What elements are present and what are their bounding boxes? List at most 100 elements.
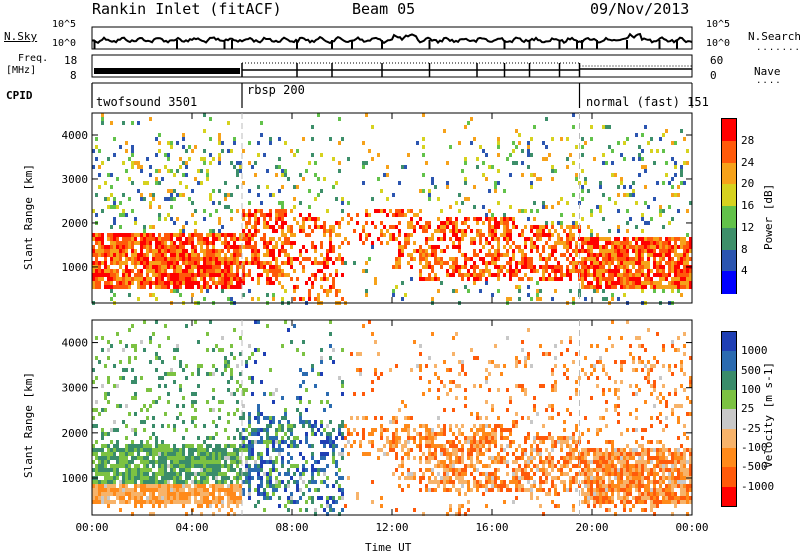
ytick-label-0-2: 3000 [62, 173, 89, 186]
heatmap-cell [218, 133, 221, 137]
heatmap-cell [503, 364, 506, 368]
heatmap-cell [272, 484, 275, 488]
heatmap-cell [590, 488, 593, 492]
freq-label-line1: Freq. [18, 53, 49, 64]
heatmap-cell [323, 456, 326, 460]
heatmap-cell [212, 157, 215, 161]
heatmap-cell [635, 133, 638, 137]
heatmap-cell [239, 432, 242, 436]
heatmap-cell [332, 185, 335, 189]
heatmap-cell [239, 336, 242, 340]
heatmap-cell [575, 480, 578, 484]
heatmap-cell [107, 484, 110, 488]
heatmap-cell [329, 285, 332, 289]
heatmap-cell [158, 261, 161, 265]
heatmap-cell [209, 197, 212, 201]
heatmap-cell [92, 209, 95, 213]
heatmap-cell [521, 384, 524, 388]
heatmap-cell [626, 137, 629, 141]
heatmap-cell [524, 257, 527, 261]
heatmap-cell [299, 173, 302, 177]
heatmap-cell [272, 193, 275, 197]
heatmap-cell [446, 245, 449, 249]
heatmap-cell [437, 376, 440, 380]
heatmap-cell [629, 285, 632, 289]
heatmap-cell [134, 472, 137, 476]
heatmap-cell [425, 221, 428, 225]
heatmap-cell [185, 464, 188, 468]
heatmap-cell [461, 233, 464, 237]
heatmap-cell [644, 125, 647, 129]
heatmap-cell [452, 245, 455, 249]
heatmap-cell [548, 277, 551, 281]
heatmap-cell [341, 217, 344, 221]
heatmap-cell [539, 289, 542, 293]
heatmap-cell [299, 476, 302, 480]
heatmap-cell [107, 245, 110, 249]
heatmap-cell [467, 277, 470, 281]
heatmap-cell [668, 237, 671, 241]
heatmap-cell [686, 269, 689, 273]
heatmap-cell [152, 416, 155, 420]
heatmap-cell [317, 261, 320, 265]
heatmap-cell [395, 261, 398, 265]
heatmap-cell [425, 237, 428, 241]
heatmap-cell [182, 420, 185, 424]
heatmap-cell [152, 249, 155, 253]
heatmap-cell [107, 448, 110, 452]
heatmap-cell [191, 273, 194, 277]
heatmap-cell [284, 488, 287, 492]
heatmap-cell [320, 372, 323, 376]
heatmap-cell [122, 121, 125, 125]
heatmap-cell [428, 245, 431, 249]
heatmap-cell [317, 372, 320, 376]
heatmap-cell [497, 249, 500, 253]
heatmap-cell [266, 213, 269, 217]
heatmap-cell [530, 444, 533, 448]
heatmap-cell [284, 432, 287, 436]
heatmap-cell [425, 253, 428, 257]
heatmap-cell [416, 444, 419, 448]
heatmap-cell [269, 225, 272, 229]
heatmap-cell [503, 189, 506, 193]
heatmap-cell [491, 237, 494, 241]
heatmap-cell [575, 249, 578, 253]
heatmap-cell [503, 245, 506, 249]
heatmap-cell [584, 141, 587, 145]
heatmap-cell [494, 476, 497, 480]
heatmap-cell [203, 484, 206, 488]
heatmap-cell [347, 201, 350, 205]
heatmap-cell [269, 141, 272, 145]
heatmap-cell [329, 444, 332, 448]
heatmap-cell [611, 297, 614, 301]
heatmap-cell [278, 273, 281, 277]
heatmap-cell [656, 253, 659, 257]
heatmap-cell [278, 480, 281, 484]
heatmap-cell [590, 233, 593, 237]
heatmap-cell [581, 185, 584, 189]
heatmap-cell [152, 261, 155, 265]
heatmap-cell [404, 245, 407, 249]
heatmap-cell [443, 221, 446, 225]
heatmap-cell [329, 404, 332, 408]
heatmap-cell [143, 237, 146, 241]
heatmap-cell [236, 460, 239, 464]
heatmap-cell [329, 420, 332, 424]
heatmap-cell [392, 293, 395, 297]
heatmap-cell [542, 277, 545, 281]
heatmap-cell [263, 225, 266, 229]
heatmap-cell [122, 253, 125, 257]
heatmap-cell [641, 253, 644, 257]
heatmap-cell [299, 261, 302, 265]
heatmap-cell [143, 261, 146, 265]
heatmap-cell [107, 205, 110, 209]
heatmap-cell [623, 241, 626, 245]
heatmap-cell [611, 161, 614, 165]
heatmap-cell [380, 428, 383, 432]
heatmap-cell [341, 476, 344, 480]
heatmap-cell [188, 277, 191, 281]
heatmap-cell [158, 217, 161, 221]
heatmap-cell [248, 468, 251, 472]
heatmap-cell [551, 265, 554, 269]
heatmap-cell [263, 265, 266, 269]
